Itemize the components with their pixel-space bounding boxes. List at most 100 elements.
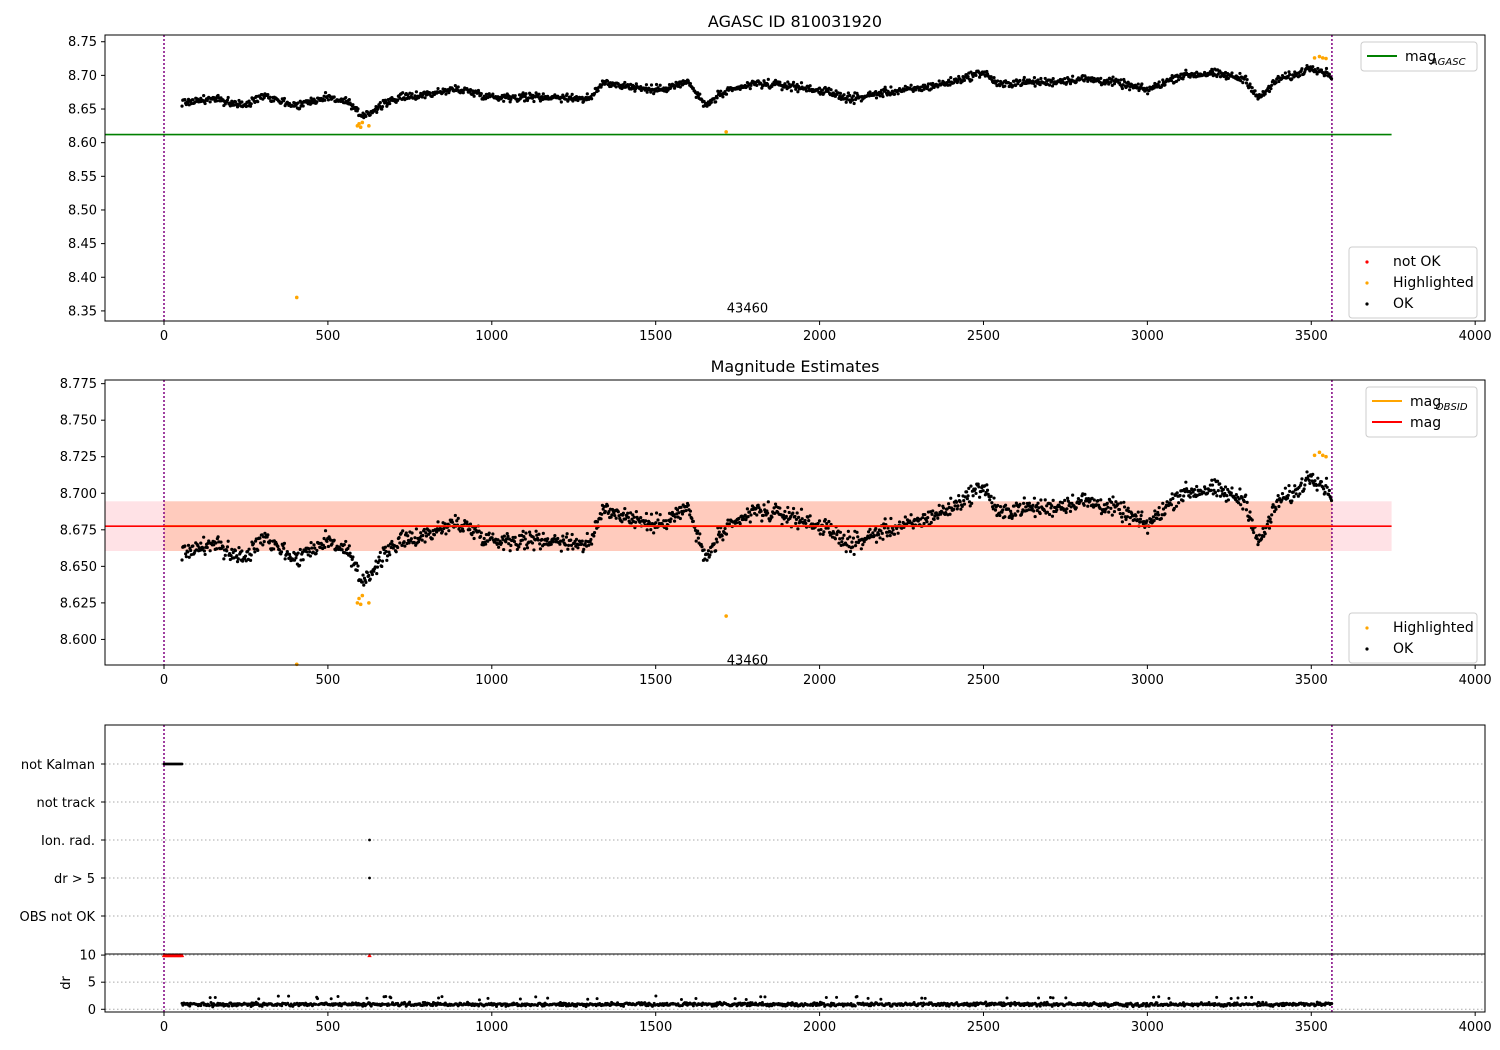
ok-point: [583, 542, 587, 546]
dr-point: [1152, 995, 1156, 999]
ok-point: [579, 542, 584, 546]
ok-point: [436, 86, 440, 91]
dr-point: [643, 1001, 647, 1005]
x-tick-label: 500: [315, 329, 340, 344]
ok-point: [1107, 82, 1111, 86]
ok-point: [1324, 476, 1329, 480]
ok-point: [874, 96, 879, 100]
ok-point: [794, 521, 798, 525]
ok-point: [1037, 506, 1041, 510]
ok-point: [1311, 472, 1315, 476]
ok-point: [1121, 511, 1125, 516]
ok-point: [564, 543, 568, 547]
ok-point: [931, 509, 935, 513]
ok-point: [793, 514, 797, 519]
ok-point: [305, 550, 309, 554]
x-tick-label: 2500: [967, 673, 1000, 688]
ok-point: [1096, 499, 1100, 503]
ok-point: [885, 534, 889, 538]
ok-point: [970, 78, 974, 82]
ok-point: [738, 522, 742, 526]
ok-point: [565, 532, 569, 536]
ok-point: [537, 92, 541, 96]
ok-point: [762, 503, 766, 507]
ok-point: [948, 83, 952, 87]
ok-point: [757, 505, 761, 510]
ok-point: [825, 521, 829, 526]
ok-point: [1027, 508, 1031, 512]
ok-point: [226, 539, 230, 543]
ok-point: [1125, 515, 1130, 519]
x-tick-label: 4000: [1459, 329, 1492, 344]
ok-point: [755, 83, 759, 87]
dr-point: [853, 1004, 857, 1008]
ok-point: [1177, 501, 1181, 505]
ok-point: [1006, 507, 1011, 511]
ok-point: [518, 542, 522, 546]
ok-point: [1171, 496, 1175, 501]
ok-point: [285, 550, 289, 554]
ok-point: [789, 89, 793, 93]
ok-point: [672, 513, 676, 517]
ok-point: [1269, 520, 1273, 524]
ok-point: [307, 547, 311, 551]
ok-point: [714, 537, 718, 541]
ok-point: [626, 511, 630, 515]
x-tick-label: 3000: [1131, 329, 1164, 344]
ok-point: [840, 536, 845, 540]
ok-point: [1031, 503, 1035, 507]
ok-point: [249, 102, 253, 106]
ok-point: [368, 577, 372, 581]
ok-point: [1136, 510, 1140, 514]
obsid-annotation: 43460: [727, 654, 768, 669]
ok-point: [654, 511, 659, 515]
ok-point: [566, 547, 570, 551]
ok-point: [613, 513, 617, 518]
ok-point: [330, 542, 334, 546]
ok-point: [215, 547, 219, 551]
ok-point: [323, 545, 327, 549]
ok-point: [678, 85, 682, 89]
ok-point: [308, 554, 312, 558]
ok-point: [799, 507, 804, 511]
ok-point: [564, 535, 568, 539]
ok-point: [850, 540, 854, 544]
legend-label: OK: [1393, 641, 1414, 657]
ok-point: [658, 513, 662, 517]
flag-category-label: not track: [36, 796, 95, 811]
ok-point: [1223, 485, 1228, 489]
y-tick-label: 8.600: [60, 633, 97, 648]
ok-point: [649, 90, 653, 94]
ok-point: [1287, 70, 1291, 74]
ok-point: [1063, 498, 1067, 502]
dr-point: [316, 997, 320, 1001]
ok-point: [1109, 80, 1113, 84]
axes-frame: [104, 379, 1486, 666]
ok-point: [941, 506, 946, 510]
ok-point: [1288, 489, 1292, 493]
ok-point: [1225, 493, 1229, 498]
ok-point: [996, 503, 1000, 508]
dr-point: [257, 997, 261, 1001]
ok-point: [522, 547, 527, 551]
ok-point: [413, 94, 417, 98]
dr-point: [759, 995, 763, 999]
x-tick-label: 1000: [475, 329, 508, 344]
dr-point: [408, 1000, 412, 1004]
ok-point: [569, 95, 573, 99]
ok-point: [962, 498, 966, 503]
ok-point: [388, 102, 392, 106]
ok-point: [1172, 506, 1176, 511]
ok-point: [851, 545, 855, 549]
ok-point: [644, 511, 649, 516]
legend-label: mag: [1410, 415, 1441, 431]
ok-point: [434, 530, 439, 534]
ok-point: [791, 511, 795, 515]
ok-point: [561, 534, 565, 538]
ok-point: [1151, 515, 1156, 519]
highlighted-point: [367, 601, 371, 605]
ok-point: [1103, 510, 1107, 514]
ok-point: [525, 546, 530, 550]
ok-point: [590, 542, 594, 546]
ok-point: [504, 540, 508, 544]
